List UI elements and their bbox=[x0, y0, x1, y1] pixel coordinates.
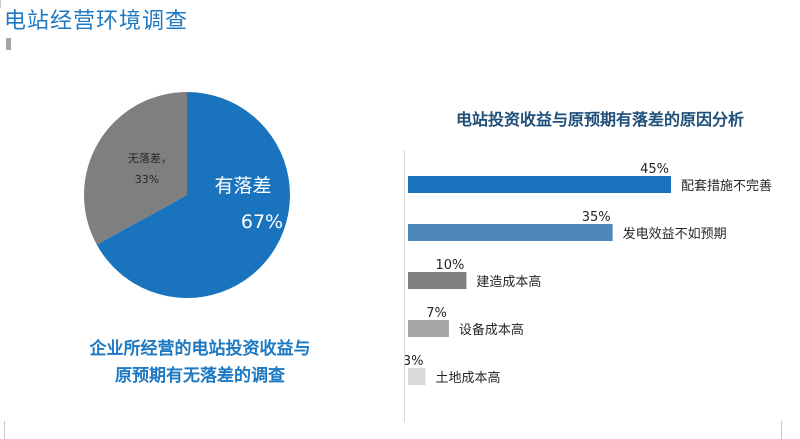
frame-corner-bottom-left bbox=[4, 421, 13, 439]
section-divider bbox=[404, 150, 405, 422]
pie-slice-label: 无落差， bbox=[128, 151, 172, 165]
bar-chart-title: 电站投资收益与原预期有落差的原因分析 bbox=[455, 110, 744, 129]
bar bbox=[408, 224, 613, 241]
bar-category-label: 配套措施不完善 bbox=[681, 178, 772, 194]
bar bbox=[408, 176, 671, 193]
pie-caption-line-2: 原预期有无落差的调查 bbox=[115, 366, 285, 386]
pie-slice bbox=[83, 92, 187, 245]
bar bbox=[408, 272, 467, 289]
bar bbox=[408, 368, 426, 385]
pie-slice-label: 有落差 bbox=[214, 175, 271, 197]
bar-category-label: 土地成本高 bbox=[436, 370, 501, 386]
bar-value-label: 35% bbox=[582, 210, 611, 225]
bar-category-label: 建造成本高 bbox=[476, 274, 541, 290]
bar-category-label: 设备成本高 bbox=[459, 322, 524, 338]
bar bbox=[408, 320, 449, 337]
bar-value-label: 10% bbox=[435, 258, 464, 273]
pie-caption-line-1: 企业所经营的电站投资收益与 bbox=[89, 339, 311, 359]
title-marker bbox=[6, 38, 11, 50]
bar-value-label: 7% bbox=[426, 306, 447, 321]
frame-corner-bottom-right bbox=[773, 421, 782, 439]
pie-slice-value-label: 33% bbox=[135, 173, 159, 186]
bar-value-label: 3% bbox=[403, 354, 424, 369]
pie-chart: 有落差 67% 无落差， 33% bbox=[83, 92, 290, 298]
page-title: 电站经营环境调查 bbox=[4, 9, 189, 34]
frame-corner-top-left bbox=[0, 0, 9, 8]
pie-caption: 企业所经营的电站投资收益与 原预期有无落差的调查 bbox=[40, 336, 360, 390]
pie-slice bbox=[96, 92, 290, 298]
pie-slice-value-label: 67% bbox=[241, 211, 283, 233]
bar-value-label: 45% bbox=[640, 162, 669, 177]
bar-chart: 45% 配套措施不完善 35% 发电效益不如预期 10% 建造成本高 7% 设备成本高 3% 土地… bbox=[403, 162, 772, 386]
bar-category-label: 发电效益不如预期 bbox=[623, 226, 727, 242]
